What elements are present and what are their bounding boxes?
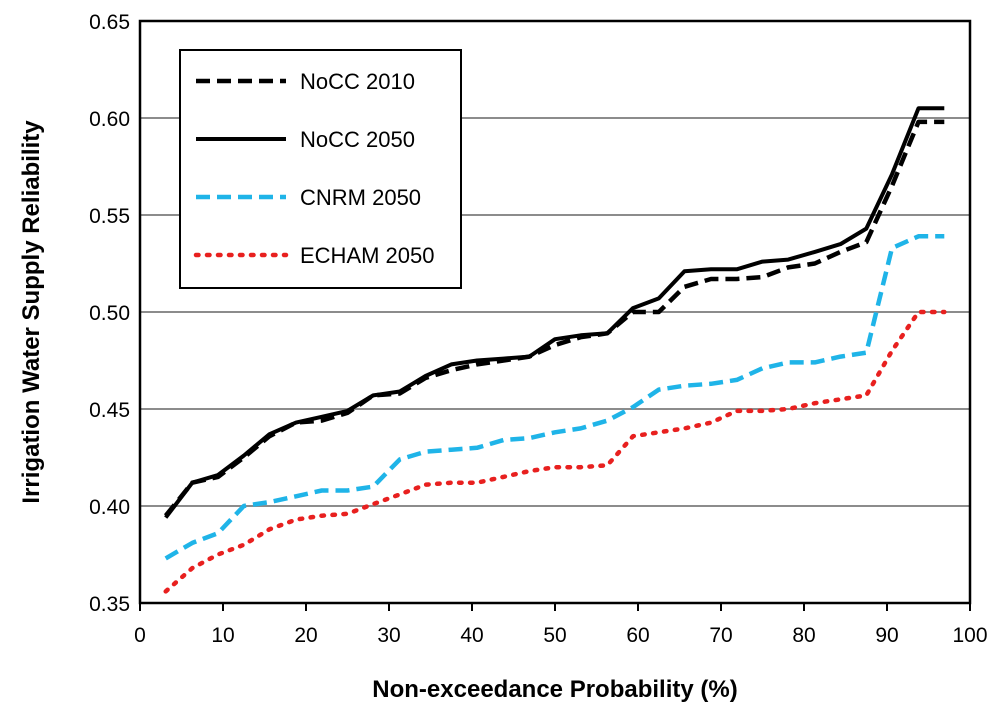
series-line-echam-2050 xyxy=(163,309,947,594)
legend: NoCC 2010 NoCC 2050 CNRM 2050 ECHAM 2050 xyxy=(179,49,462,289)
x-tick-label: 30 xyxy=(377,624,400,647)
series-line-nocc-2050 xyxy=(164,106,945,519)
x-tick-label: 50 xyxy=(543,624,566,647)
x-tick-label: 10 xyxy=(211,624,234,647)
y-axis-title: Irrigation Water Supply Reliability xyxy=(18,120,45,504)
y-tick-label: 0.55 xyxy=(89,205,130,228)
legend-label: NoCC 2050 xyxy=(300,127,415,152)
x-tick-label: 20 xyxy=(294,624,317,647)
x-tick-label: 100 xyxy=(952,624,987,647)
y-tick-label: 0.60 xyxy=(89,108,130,131)
legend-label: ECHAM 2050 xyxy=(300,243,435,268)
x-tick-label: 90 xyxy=(875,624,898,647)
x-tick-label: 80 xyxy=(792,624,815,647)
y-tick-label: 0.40 xyxy=(89,496,130,519)
series-line-cnrm-2050 xyxy=(164,234,945,561)
legend-label: NoCC 2010 xyxy=(300,69,415,94)
series-lines xyxy=(163,106,947,594)
y-tick-label: 0.50 xyxy=(89,302,130,325)
x-axis-title: Non-exceedance Probability (%) xyxy=(372,676,737,703)
series-line-nocc-2010 xyxy=(163,119,945,518)
y-tick-label: 0.35 xyxy=(89,593,130,616)
y-tick-label: 0.45 xyxy=(89,399,130,422)
y-axis-tick-labels: 0.35 0.40 0.45 0.50 0.55 0.60 0.65 xyxy=(89,11,130,616)
legend-box xyxy=(179,49,462,289)
x-tick-label: 0 xyxy=(134,624,146,647)
x-tick-label: 40 xyxy=(460,624,483,647)
y-tick-label: 0.65 xyxy=(89,11,130,34)
legend-label: CNRM 2050 xyxy=(300,185,421,210)
x-axis-tick-labels: 0 10 20 30 40 50 60 70 80 90 100 xyxy=(134,603,988,647)
x-tick-label: 60 xyxy=(626,624,649,647)
x-tick-label: 70 xyxy=(709,624,732,647)
